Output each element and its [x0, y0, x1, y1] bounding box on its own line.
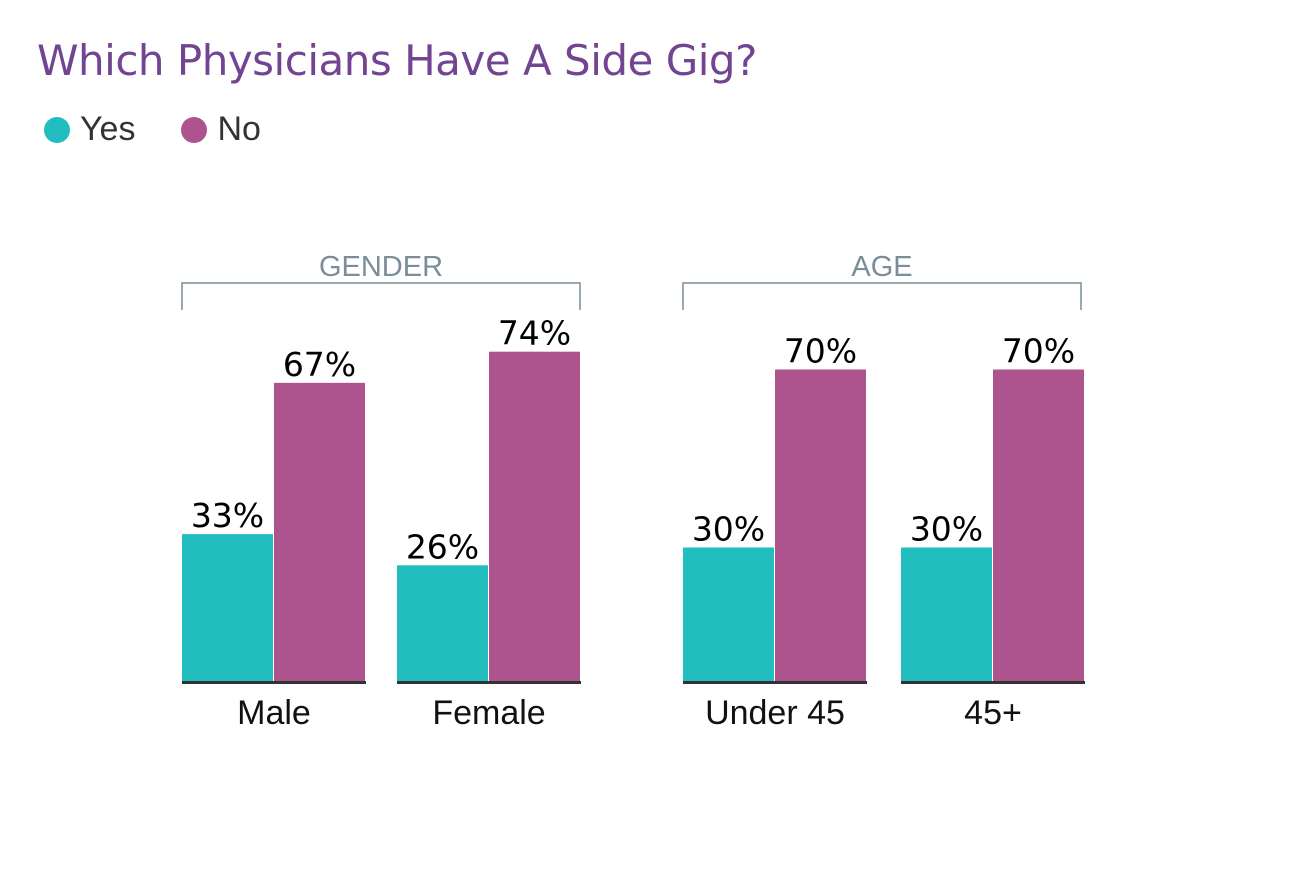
bar-no: [993, 369, 1084, 681]
legend-swatch-no: [181, 116, 208, 143]
data-label: 67%: [283, 345, 356, 384]
data-label: 30%: [692, 510, 765, 549]
group-label: GENDER: [319, 251, 443, 283]
bar-no: [274, 382, 365, 681]
chart-title: Which Physicians Have A Side Gig?: [37, 36, 757, 85]
legend-swatch-yes: [44, 116, 70, 143]
category-label: 45+: [964, 694, 1022, 732]
legend-item-yes: Yes: [44, 110, 135, 149]
data-label: 26%: [406, 527, 479, 566]
bar-yes: [397, 565, 488, 681]
group-bracket: [181, 282, 581, 310]
legend-label-no: No: [217, 110, 261, 148]
data-label: 74%: [498, 314, 571, 353]
data-label: 33%: [191, 496, 264, 535]
bar-no: [775, 369, 866, 681]
legend: Yes No: [44, 110, 307, 149]
legend-item-no: No: [181, 110, 261, 149]
group-label: AGE: [851, 251, 912, 283]
bar-no: [489, 351, 580, 681]
data-label: 70%: [784, 332, 857, 371]
group-bracket: [682, 282, 1082, 310]
bar-yes: [683, 547, 774, 681]
bar-yes: [901, 547, 992, 681]
category-label: Female: [432, 694, 545, 732]
data-label: 30%: [910, 510, 983, 549]
data-label: 70%: [1002, 332, 1075, 371]
category-label: Under 45: [705, 694, 845, 732]
legend-label-yes: Yes: [80, 110, 136, 148]
category-label: Male: [237, 694, 311, 732]
bar-yes: [182, 534, 273, 681]
